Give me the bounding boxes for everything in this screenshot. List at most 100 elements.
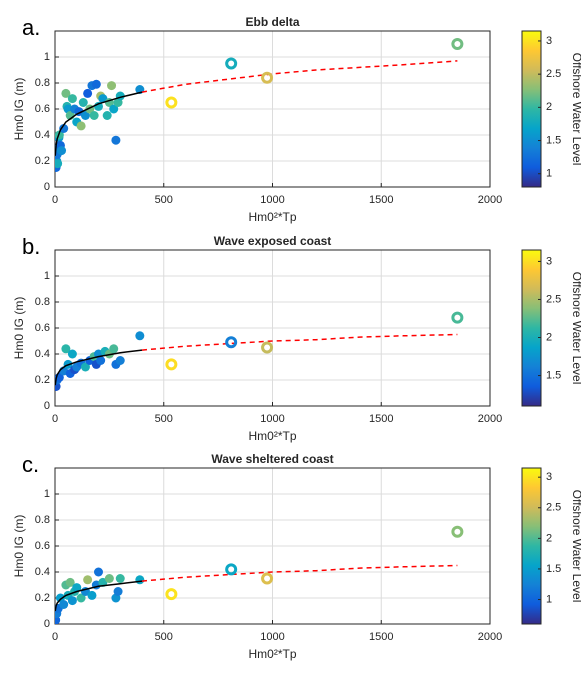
data-point bbox=[61, 344, 71, 354]
x-axis-label: Hm0²*Tp bbox=[248, 210, 296, 224]
y-tick-label: 0.4 bbox=[35, 566, 50, 578]
data-point bbox=[55, 159, 63, 169]
axes-box bbox=[54, 249, 491, 407]
colorbar bbox=[521, 30, 542, 188]
colorbar-label: Offshore Water Level bbox=[570, 272, 581, 385]
y-tick-label: 0.4 bbox=[35, 348, 50, 360]
data-point bbox=[57, 146, 67, 156]
x-tick-label: 1500 bbox=[369, 413, 393, 425]
colorbar-tick-label: 2 bbox=[546, 532, 552, 544]
y-tick-label: 1 bbox=[44, 270, 50, 282]
colorbar-tick-label: 2 bbox=[546, 331, 552, 343]
data-point bbox=[104, 574, 114, 583]
data-point bbox=[115, 574, 125, 583]
x-tick-label: 1000 bbox=[260, 194, 284, 206]
y-tick-label: 0.6 bbox=[35, 103, 50, 115]
panel-label: a. bbox=[22, 15, 40, 40]
colorbar-tick-label: 2 bbox=[546, 101, 552, 113]
event-point bbox=[165, 358, 178, 371]
data-point bbox=[98, 577, 108, 587]
y-tick-label: 0 bbox=[44, 400, 50, 412]
y-tick-label: 0.2 bbox=[35, 374, 50, 386]
plot-layer bbox=[55, 60, 458, 172]
x-tick-label: 2000 bbox=[478, 631, 502, 643]
fit-curve bbox=[55, 349, 143, 386]
extrapolated-curve bbox=[141, 60, 458, 93]
y-tick-label: 0 bbox=[44, 618, 50, 630]
y-tick-label: 0.2 bbox=[35, 592, 50, 604]
fit-curve bbox=[55, 580, 143, 612]
data-point bbox=[89, 111, 99, 120]
data-point bbox=[76, 121, 86, 131]
colorbar-tick-label: 2.5 bbox=[546, 68, 561, 80]
data-point bbox=[107, 81, 117, 91]
y-axis-label: Hm0 IG (m) bbox=[12, 515, 26, 578]
colorbar-tick-label: 2.5 bbox=[546, 293, 561, 305]
data-point bbox=[80, 111, 90, 120]
data-point bbox=[98, 94, 108, 104]
y-tick-label: 0.2 bbox=[35, 155, 50, 167]
colorbar-tick-label: 1 bbox=[546, 593, 552, 605]
data-point bbox=[94, 567, 103, 577]
x-tick-label: 0 bbox=[52, 194, 58, 206]
y-tick-label: 0 bbox=[44, 181, 50, 193]
y-tick-label: 0.8 bbox=[35, 514, 50, 526]
y-axis-label: Hm0 IG (m) bbox=[12, 78, 26, 141]
colorbar-tick-label: 1.5 bbox=[546, 563, 561, 575]
y-tick-label: 0.4 bbox=[35, 129, 50, 141]
data-point bbox=[72, 583, 82, 593]
colorbar-tick-label: 2.5 bbox=[546, 502, 561, 514]
extrapolated-curve bbox=[141, 333, 458, 351]
colorbar bbox=[521, 467, 542, 625]
data-point bbox=[109, 344, 119, 354]
panel-label: b. bbox=[22, 234, 40, 259]
data-point bbox=[67, 596, 77, 606]
data-point bbox=[67, 94, 77, 104]
y-tick-label: 0.6 bbox=[35, 322, 50, 334]
data-point bbox=[96, 356, 106, 365]
x-tick-label: 2000 bbox=[478, 413, 502, 425]
event-point bbox=[261, 572, 274, 585]
data-point bbox=[113, 587, 123, 596]
extrapolated-curve bbox=[141, 564, 458, 582]
y-tick-label: 0.8 bbox=[35, 77, 50, 89]
y-tick-label: 0.6 bbox=[35, 540, 50, 552]
event-point bbox=[165, 588, 178, 601]
colorbar-tick-label: 1 bbox=[546, 168, 552, 180]
colorbar-tick-label: 3 bbox=[546, 255, 552, 267]
y-tick-label: 1 bbox=[44, 488, 50, 500]
chart-title: Ebb delta bbox=[245, 15, 299, 29]
data-point bbox=[80, 362, 90, 372]
data-point bbox=[109, 104, 119, 114]
x-tick-label: 1000 bbox=[260, 631, 284, 643]
axes-box bbox=[54, 30, 491, 188]
event-point bbox=[225, 563, 238, 576]
x-tick-label: 1500 bbox=[369, 631, 393, 643]
data-point bbox=[115, 356, 125, 365]
plot-layer bbox=[55, 331, 458, 391]
event-point bbox=[165, 96, 178, 109]
fit-curve bbox=[55, 91, 143, 156]
colorbar-tick-label: 3 bbox=[546, 471, 552, 483]
panel-label: c. bbox=[22, 452, 39, 477]
axes-box bbox=[54, 467, 491, 625]
x-tick-label: 500 bbox=[155, 194, 173, 206]
event-point bbox=[225, 57, 238, 70]
data-point bbox=[135, 331, 145, 341]
event-point bbox=[451, 525, 464, 538]
x-tick-label: 1000 bbox=[260, 413, 284, 425]
x-tick-label: 0 bbox=[52, 631, 58, 643]
data-point bbox=[102, 111, 112, 120]
event-point bbox=[225, 336, 238, 349]
data-point bbox=[78, 98, 88, 107]
x-tick-label: 500 bbox=[155, 631, 173, 643]
colorbar-label: Offshore Water Level bbox=[570, 53, 581, 166]
plot-layer bbox=[55, 564, 458, 624]
data-point bbox=[87, 590, 97, 600]
data-point bbox=[83, 88, 93, 98]
data-point bbox=[61, 88, 71, 98]
x-axis-label: Hm0²*Tp bbox=[248, 429, 296, 443]
y-tick-label: 0.8 bbox=[35, 296, 50, 308]
data-point bbox=[83, 575, 93, 585]
